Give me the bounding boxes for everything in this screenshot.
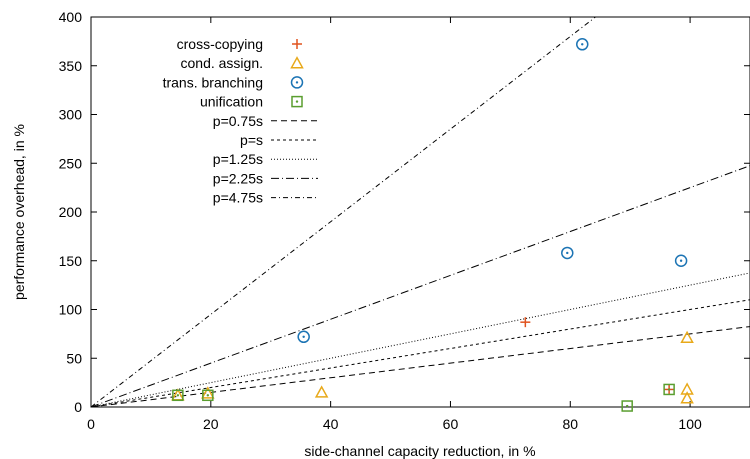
marker-circle bbox=[576, 38, 589, 51]
marker-dot bbox=[566, 251, 569, 255]
legend-label-p-2-25s: p=2.25s bbox=[213, 170, 263, 186]
marker-triangle bbox=[290, 56, 304, 69]
marker-dot bbox=[581, 43, 584, 46]
marker-circle bbox=[297, 330, 310, 344]
legend-label-p-0-75s: p=0.75s bbox=[213, 113, 263, 129]
marker-triangle bbox=[201, 386, 215, 399]
x-tick-label: 40 bbox=[323, 416, 339, 432]
line-p-0-75s bbox=[91, 326, 750, 407]
point-trans-branching bbox=[297, 330, 310, 344]
legend-label-cond-assign: cond. assign. bbox=[181, 55, 264, 71]
y-tick-label: 300 bbox=[59, 107, 83, 123]
marker-square bbox=[202, 389, 214, 402]
x-tick-label: 60 bbox=[443, 416, 459, 432]
y-tick-label: 350 bbox=[59, 58, 83, 74]
legend: cross-copying cond. assign. trans. branchi… bbox=[163, 36, 318, 206]
marker-dot bbox=[295, 100, 299, 103]
point-trans-branching bbox=[674, 254, 688, 267]
data-points bbox=[171, 38, 694, 412]
x-tick-label: 100 bbox=[678, 416, 702, 432]
legend-label-p-s: p=s bbox=[240, 132, 263, 148]
marker-circle bbox=[561, 246, 574, 260]
y-tick-label: 150 bbox=[59, 253, 83, 269]
marker-dot bbox=[679, 259, 683, 262]
x-tick-label: 80 bbox=[562, 416, 578, 432]
legend-marker-cross-copying bbox=[292, 39, 302, 49]
x-axis-label: side-channel capacity reduction, in % bbox=[304, 443, 535, 459]
point-unification bbox=[621, 400, 633, 412]
y-axis-label: performance overhead, in % bbox=[11, 124, 27, 300]
legend-label-trans-branching: trans. branching bbox=[163, 74, 263, 90]
x-tick-label: 20 bbox=[203, 416, 219, 432]
y-tick-label: 200 bbox=[59, 204, 83, 220]
point-cond-assign bbox=[680, 330, 694, 344]
point-unification bbox=[172, 389, 184, 402]
legend-label-p-1-25s: p=1.25s bbox=[213, 151, 263, 167]
point-cond-assign bbox=[680, 391, 694, 404]
marker-dot bbox=[206, 394, 210, 397]
marker-dot bbox=[625, 404, 629, 408]
point-cross-copying bbox=[520, 317, 531, 328]
legend-marker-unification bbox=[291, 95, 303, 108]
point-cond-assign bbox=[314, 385, 329, 398]
marker-square bbox=[291, 95, 303, 108]
y-tick-label: 400 bbox=[59, 9, 83, 25]
point-trans-branching bbox=[576, 38, 589, 51]
legend-label-cross-copying: cross-copying bbox=[177, 36, 263, 52]
legend-marker-cond-assign bbox=[290, 56, 304, 69]
point-trans-branching bbox=[561, 246, 574, 260]
reference-lines bbox=[91, 17, 750, 407]
marker-dot bbox=[295, 81, 299, 84]
legend-label-unification: unification bbox=[200, 94, 263, 110]
legend-marker-trans-branching bbox=[290, 76, 304, 89]
marker-triangle bbox=[680, 391, 694, 404]
line-p-s bbox=[91, 299, 750, 407]
marker-circle bbox=[674, 254, 688, 267]
y-tick-label: 250 bbox=[59, 155, 83, 171]
marker-dot bbox=[176, 394, 180, 397]
y-tick-label: 0 bbox=[74, 399, 82, 415]
x-tick-label: 0 bbox=[87, 416, 95, 432]
marker-circle bbox=[290, 76, 304, 89]
marker-square bbox=[621, 400, 633, 412]
y-tick-label: 100 bbox=[59, 302, 83, 318]
point-unification bbox=[202, 389, 214, 402]
marker-dot bbox=[667, 388, 671, 391]
marker-triangle bbox=[680, 330, 694, 344]
marker-square bbox=[172, 389, 184, 402]
line-p-2-25s bbox=[91, 165, 750, 407]
point-unification bbox=[663, 383, 675, 396]
axis-ticks: 0 20 40 60 80 100 0 50 100 150 200 250 300 350 400 bbox=[59, 9, 750, 432]
y-tick-label: 50 bbox=[66, 350, 82, 366]
legend-label-p-4-75s: p=4.75s bbox=[213, 190, 263, 206]
line-p-1-25s bbox=[91, 272, 750, 407]
point-cond-assign bbox=[201, 386, 215, 399]
marker-triangle bbox=[314, 385, 329, 398]
line-p-4-75s bbox=[91, 17, 596, 407]
marker-dot bbox=[302, 335, 305, 338]
marker-square bbox=[663, 383, 675, 396]
